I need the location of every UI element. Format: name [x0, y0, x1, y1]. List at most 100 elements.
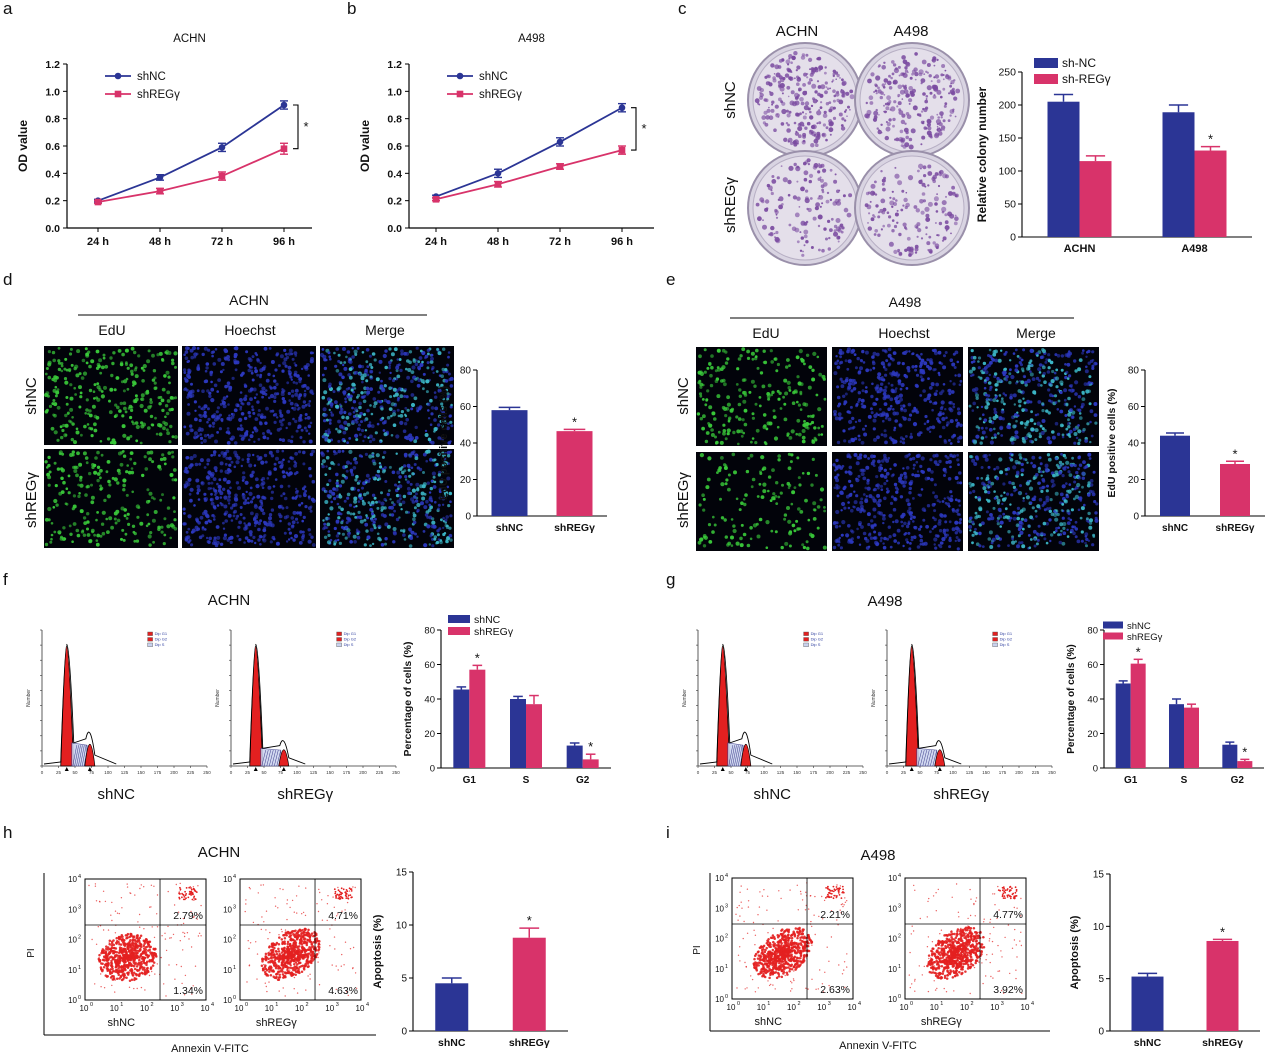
colony	[795, 69, 798, 72]
colony	[893, 249, 898, 254]
cell	[998, 378, 1002, 382]
colony	[933, 64, 936, 67]
cell	[912, 467, 915, 470]
cell	[860, 468, 865, 472]
colony	[891, 60, 895, 64]
cell	[90, 528, 95, 533]
cell	[58, 532, 61, 535]
cell	[919, 368, 923, 372]
cell	[1009, 503, 1012, 506]
cell	[873, 515, 877, 519]
cell	[210, 380, 213, 384]
cell	[348, 375, 353, 380]
cell	[779, 491, 783, 495]
cell	[78, 462, 83, 467]
cell	[793, 529, 797, 533]
colony	[770, 225, 775, 231]
cell	[856, 356, 860, 361]
cell	[92, 463, 97, 468]
cell	[446, 395, 450, 399]
cell	[833, 521, 837, 525]
cell	[787, 466, 792, 471]
cell	[113, 477, 118, 482]
colony	[805, 240, 809, 244]
cell	[908, 453, 911, 456]
cell	[856, 507, 861, 512]
colony	[934, 222, 937, 224]
row-label: shNC	[675, 377, 692, 415]
cell	[448, 491, 453, 496]
cell	[159, 498, 163, 502]
cell	[295, 429, 299, 433]
cell	[754, 402, 758, 406]
colony	[927, 201, 933, 207]
cell	[311, 392, 315, 395]
cell	[298, 494, 302, 498]
cell	[249, 500, 254, 504]
cell	[80, 433, 83, 437]
cell	[840, 384, 845, 389]
hoechst-shnc-image	[182, 346, 316, 445]
cell	[379, 465, 383, 469]
cell	[210, 454, 214, 457]
cell	[252, 453, 255, 457]
cell	[1014, 434, 1018, 439]
cell	[907, 522, 911, 526]
cell	[215, 525, 220, 529]
cell	[298, 541, 303, 545]
cell	[344, 465, 348, 469]
colony-row-label: shREGγ	[722, 177, 739, 233]
colony	[793, 162, 797, 167]
cell	[927, 467, 931, 472]
colony	[951, 91, 956, 96]
cell	[244, 432, 249, 437]
cell	[716, 366, 720, 369]
cell	[303, 365, 308, 369]
cell	[1037, 400, 1042, 404]
colony	[914, 52, 918, 56]
colony	[895, 199, 898, 202]
colony	[774, 104, 779, 109]
cell	[142, 369, 146, 372]
cell	[710, 428, 714, 432]
cell	[429, 505, 433, 510]
colony	[795, 112, 800, 117]
cell	[405, 395, 409, 399]
cell	[364, 429, 368, 432]
cell	[424, 433, 429, 437]
cell	[427, 508, 432, 513]
cell	[173, 527, 178, 531]
cell	[125, 493, 129, 497]
cell	[703, 535, 709, 540]
cell	[861, 349, 865, 354]
cell	[248, 463, 253, 468]
cell	[888, 535, 892, 539]
cell	[228, 463, 232, 467]
colony	[947, 75, 952, 79]
colony	[926, 85, 932, 91]
colony	[905, 61, 910, 66]
cell	[1079, 416, 1083, 420]
cell	[215, 496, 219, 500]
cell	[762, 413, 767, 417]
cell	[189, 456, 194, 461]
cell	[151, 518, 156, 523]
cell	[801, 439, 806, 444]
cell	[332, 450, 336, 454]
cell	[699, 453, 705, 458]
cell	[380, 379, 383, 383]
cell	[288, 467, 292, 471]
cell	[801, 435, 806, 440]
cell	[952, 454, 957, 458]
cell	[353, 349, 358, 354]
cell	[130, 470, 135, 475]
cell	[287, 527, 291, 531]
cell	[113, 511, 118, 516]
colony	[849, 89, 854, 94]
cell	[303, 389, 307, 393]
colony	[840, 124, 844, 127]
cell	[63, 433, 68, 438]
cell	[203, 466, 207, 469]
cell	[297, 424, 302, 429]
colony	[942, 119, 946, 123]
